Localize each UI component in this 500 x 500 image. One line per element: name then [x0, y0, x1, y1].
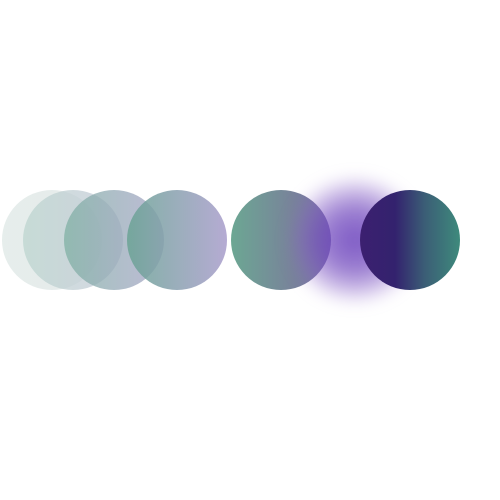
- faded-circle-4: [127, 190, 227, 290]
- dark-circle: [360, 190, 460, 290]
